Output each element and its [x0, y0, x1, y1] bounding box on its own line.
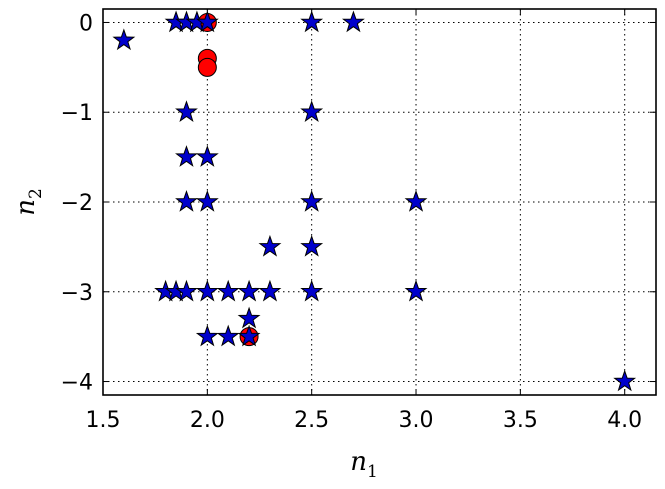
- plot-frame: [102, 8, 657, 396]
- star-point: [237, 306, 261, 329]
- x-tick-label: 3.0: [399, 408, 434, 433]
- y-tick-label: −2: [61, 191, 93, 216]
- x-tick-label: 4.0: [607, 408, 642, 433]
- star-point: [175, 145, 198, 167]
- star-point: [613, 369, 637, 392]
- y-tick-label: −3: [61, 281, 93, 306]
- star-point: [404, 279, 428, 302]
- star-point: [300, 279, 324, 302]
- x-tick-label: 2.5: [294, 408, 329, 433]
- y-tick-label: −4: [61, 371, 93, 396]
- data-points: [112, 10, 637, 392]
- star-point: [258, 234, 282, 257]
- star-point: [195, 189, 219, 212]
- circle-point: [197, 57, 217, 77]
- star-point: [237, 324, 261, 347]
- x-tick-label: 2.0: [190, 408, 225, 433]
- star-point: [341, 10, 365, 33]
- star-point: [258, 279, 282, 302]
- star-point: [195, 279, 219, 302]
- star-point: [195, 10, 219, 33]
- star-point: [216, 279, 240, 302]
- star-point: [300, 189, 324, 212]
- tick-labels: 1.5 2.0 2.5 3.0 3.5 4.0 0 −1 −2 −3 −4: [61, 11, 643, 433]
- star-point: [300, 234, 324, 257]
- star-point: [237, 279, 261, 302]
- y-tick-label: −1: [61, 101, 93, 126]
- x-axis-label: n1: [350, 447, 378, 482]
- star-point: [175, 100, 198, 122]
- star-point: [195, 324, 219, 347]
- x-tick-label: 1.5: [86, 408, 121, 433]
- star-point: [404, 189, 428, 212]
- star-point: [175, 279, 198, 302]
- y-axis-label: n2: [11, 188, 46, 216]
- star-point: [216, 324, 240, 347]
- y-tick-label: 0: [79, 11, 93, 36]
- star-point: [195, 145, 219, 167]
- star-point: [112, 28, 136, 51]
- star-point: [175, 189, 198, 212]
- x-tick-label: 3.5: [503, 408, 538, 433]
- star-point: [300, 100, 324, 122]
- grid: [102, 9, 656, 395]
- star-point: [300, 10, 324, 33]
